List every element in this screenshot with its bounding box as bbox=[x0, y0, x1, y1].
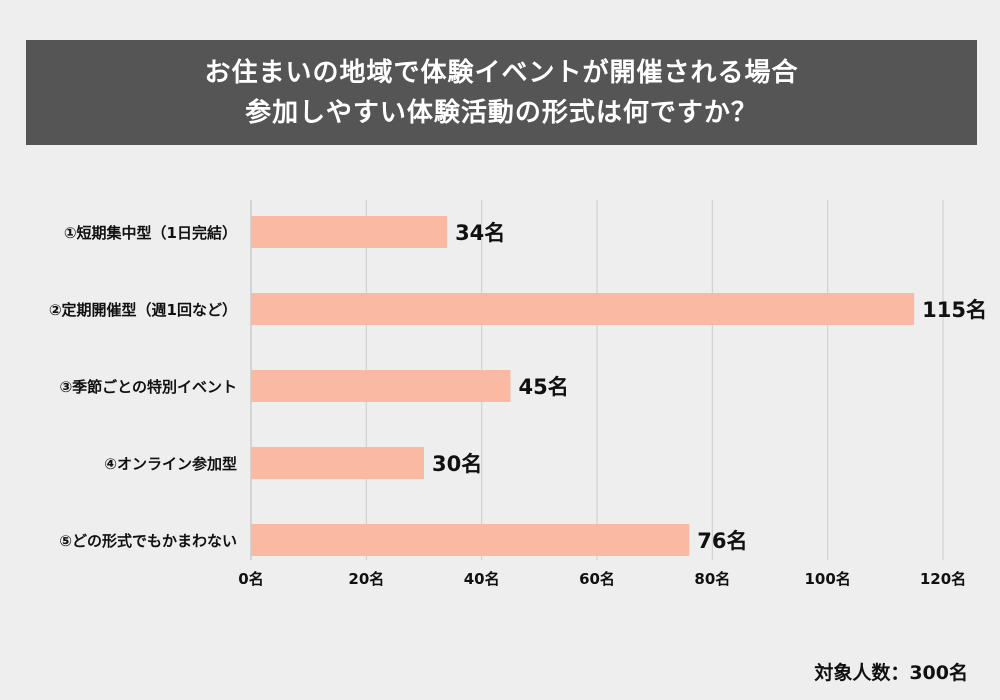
value-label-3: 45名 bbox=[519, 375, 569, 399]
x-tick-label-20: 20名 bbox=[348, 570, 384, 588]
bar-2 bbox=[251, 293, 915, 325]
value-label-4: 30名 bbox=[432, 452, 482, 476]
value-label-5: 76名 bbox=[697, 529, 747, 553]
chart-title-line-2: 参加しやすい体験活動の形式は何ですか？ bbox=[245, 97, 758, 128]
category-label-3: ③季節ごとの特別イベント bbox=[59, 378, 237, 396]
chart-title-banner: お住まいの地域で体験イベントが開催される場合 参加しやすい体験活動の形式は何です… bbox=[26, 40, 977, 145]
x-tick-label-100: 100名 bbox=[805, 570, 851, 588]
bar-3 bbox=[251, 370, 511, 402]
value-label-1: 34名 bbox=[455, 221, 505, 245]
x-tick-label-0: 0名 bbox=[238, 570, 263, 588]
x-tick-label-60: 60名 bbox=[579, 570, 615, 588]
x-tick-label-80: 80名 bbox=[694, 570, 730, 588]
chart-title-line-1: お住まいの地域で体験イベントが開催される場合 bbox=[204, 57, 799, 88]
bar-4 bbox=[251, 447, 424, 479]
x-tick-label-120: 120名 bbox=[920, 570, 966, 588]
value-label-2: 115名 bbox=[922, 298, 987, 322]
bar-1 bbox=[251, 216, 448, 248]
respondent-count: 対象人数：300名 bbox=[814, 662, 968, 684]
category-label-1: ①短期集中型（1日完結） bbox=[64, 224, 237, 242]
category-label-2: ②定期開催型（週1回など） bbox=[49, 301, 237, 319]
category-label-4: ④オンライン参加型 bbox=[104, 455, 237, 473]
x-tick-label-40: 40名 bbox=[464, 570, 500, 588]
bar-5 bbox=[251, 524, 690, 556]
category-label-5: ⑤どの形式でもかまわない bbox=[59, 532, 237, 550]
